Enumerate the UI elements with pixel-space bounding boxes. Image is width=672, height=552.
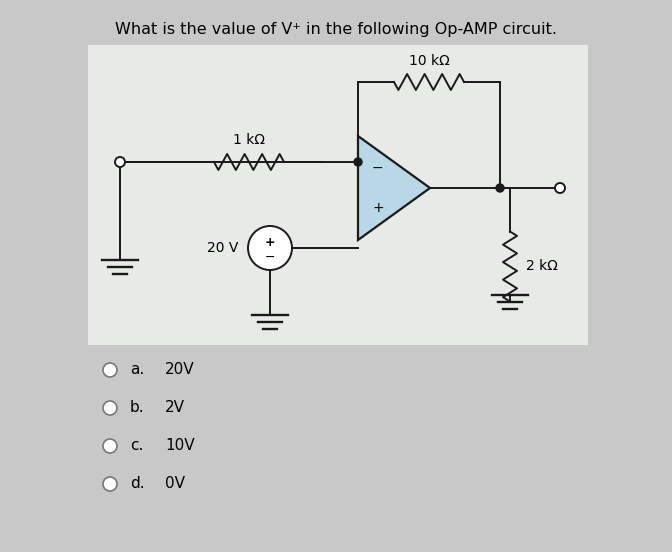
Text: +: + xyxy=(372,201,384,215)
Circle shape xyxy=(115,157,125,167)
Circle shape xyxy=(248,226,292,270)
Text: c.: c. xyxy=(130,438,143,454)
Text: 10V: 10V xyxy=(165,438,195,454)
Text: 2 kΩ: 2 kΩ xyxy=(526,259,558,273)
Text: 0V: 0V xyxy=(165,476,185,491)
Text: 2V: 2V xyxy=(165,401,185,416)
Text: +: + xyxy=(265,236,276,250)
Text: 20V: 20V xyxy=(165,363,195,378)
Text: −: − xyxy=(265,251,276,263)
Circle shape xyxy=(496,184,504,192)
Text: d.: d. xyxy=(130,476,144,491)
Circle shape xyxy=(555,183,565,193)
Circle shape xyxy=(103,477,117,491)
Circle shape xyxy=(103,439,117,453)
Text: 10 kΩ: 10 kΩ xyxy=(409,54,450,68)
Circle shape xyxy=(103,401,117,415)
Text: 1 kΩ: 1 kΩ xyxy=(233,133,265,147)
Text: a.: a. xyxy=(130,363,144,378)
Text: −: − xyxy=(372,161,384,175)
Circle shape xyxy=(354,158,362,166)
Text: b.: b. xyxy=(130,401,144,416)
Text: 20 V: 20 V xyxy=(206,241,238,255)
Text: What is the value of V⁺ in the following Op-AMP circuit.: What is the value of V⁺ in the following… xyxy=(115,22,557,37)
Circle shape xyxy=(103,363,117,377)
Polygon shape xyxy=(358,136,430,240)
FancyBboxPatch shape xyxy=(88,45,588,345)
